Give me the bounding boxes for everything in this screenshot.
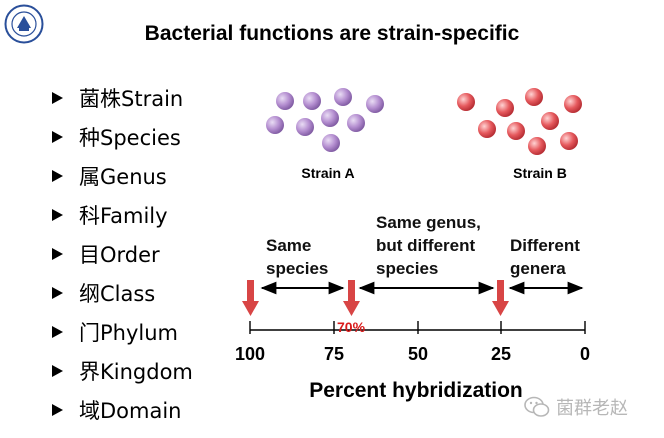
same-genus-label-line1: Same genus, bbox=[376, 213, 481, 232]
rank-item-strain: 菌株Strain bbox=[52, 78, 193, 117]
red-down-arrow-100 bbox=[242, 280, 259, 316]
rank-item-genus: 属Genus bbox=[52, 156, 193, 195]
rank-label: 目Order bbox=[79, 242, 160, 267]
strain-a-cell bbox=[303, 92, 321, 110]
rank-item-species: 种Species bbox=[52, 117, 193, 156]
strain-a-cells bbox=[266, 88, 384, 152]
watermark-text: 菌群老赵 bbox=[556, 398, 628, 419]
strain-a-cell bbox=[296, 118, 314, 136]
scale-tick-label-100: 100 bbox=[235, 344, 265, 364]
strain-b-cell bbox=[525, 88, 543, 106]
strain-a-cell bbox=[347, 114, 365, 132]
slide-title: Bacterial functions are strain-specific bbox=[144, 22, 520, 45]
scale-tick-label-25: 25 bbox=[491, 344, 511, 364]
strain-b-cells bbox=[457, 88, 582, 155]
bullet-arrow-icon bbox=[52, 130, 63, 143]
strain-a-cell bbox=[321, 109, 339, 127]
rank-label: 域Domain bbox=[79, 398, 182, 423]
strain-b-cell bbox=[564, 95, 582, 113]
bullet-arrow-icon bbox=[52, 403, 63, 416]
rank-item-phylum: 门Phylum bbox=[52, 312, 193, 351]
same-species-label-line1: Same bbox=[266, 236, 311, 255]
strain-b-cell bbox=[496, 99, 514, 117]
same-genus-label-line2: but different bbox=[376, 236, 475, 255]
rank-label: 界Kingdom bbox=[79, 359, 193, 384]
university-logo bbox=[4, 4, 44, 44]
threshold-label: 70% bbox=[337, 319, 366, 335]
wechat-icon bbox=[524, 396, 550, 417]
scale-tick-label-50: 50 bbox=[408, 344, 428, 364]
strain-a-cell bbox=[334, 88, 352, 106]
strain-a-cell bbox=[266, 116, 284, 134]
different-genera-label-line1: Different bbox=[510, 236, 580, 255]
rank-item-family: 科Family bbox=[52, 195, 193, 234]
strain-b-cell bbox=[528, 137, 546, 155]
rank-label: 门Phylum bbox=[79, 320, 179, 345]
bullet-arrow-icon bbox=[52, 325, 63, 338]
strain-b-cell bbox=[560, 132, 578, 150]
rank-item-class: 纲Class bbox=[52, 273, 193, 312]
strain-b-cell bbox=[507, 122, 525, 140]
bullet-arrow-icon bbox=[52, 208, 63, 221]
wechat-watermark: 菌群老赵 bbox=[524, 394, 628, 420]
bullet-arrow-icon bbox=[52, 169, 63, 182]
rank-label: 菌株Strain bbox=[79, 86, 184, 111]
taxonomy-list: 菌株Strain 种Species 属Genus 科Family 目Order … bbox=[52, 78, 193, 429]
strain-b-cell bbox=[478, 120, 496, 138]
rank-item-domain: 域Domain bbox=[52, 390, 193, 429]
rank-label: 属Genus bbox=[79, 164, 167, 189]
strain-a-cell bbox=[322, 134, 340, 152]
rank-label: 种Species bbox=[79, 125, 181, 150]
same-species-label-line2: species bbox=[266, 259, 328, 278]
bullet-arrow-icon bbox=[52, 364, 63, 377]
rank-item-kingdom: 界Kingdom bbox=[52, 351, 193, 390]
rank-label: 科Family bbox=[79, 203, 168, 228]
red-down-arrow-70 bbox=[343, 280, 360, 316]
same-genus-label-line3: species bbox=[376, 259, 438, 278]
rank-label: 纲Class bbox=[79, 281, 156, 306]
scale-tick-label-0: 0 bbox=[580, 344, 590, 364]
strain-a-label: Strain A bbox=[301, 165, 354, 181]
strain-b-cell bbox=[457, 93, 475, 111]
rank-item-order: 目Order bbox=[52, 234, 193, 273]
scale-tick-label-75: 75 bbox=[324, 344, 344, 364]
strain-a-cell bbox=[276, 92, 294, 110]
strain-b-label: Strain B bbox=[513, 165, 567, 181]
strain-a-cell bbox=[366, 95, 384, 113]
bullet-arrow-icon bbox=[52, 247, 63, 260]
different-genera-label-line2: genera bbox=[510, 259, 566, 278]
red-down-arrow-25 bbox=[492, 280, 509, 316]
bullet-arrow-icon bbox=[52, 286, 63, 299]
bullet-arrow-icon bbox=[52, 91, 63, 104]
axis-label: Percent hybridization bbox=[309, 379, 523, 402]
strain-b-cell bbox=[541, 112, 559, 130]
